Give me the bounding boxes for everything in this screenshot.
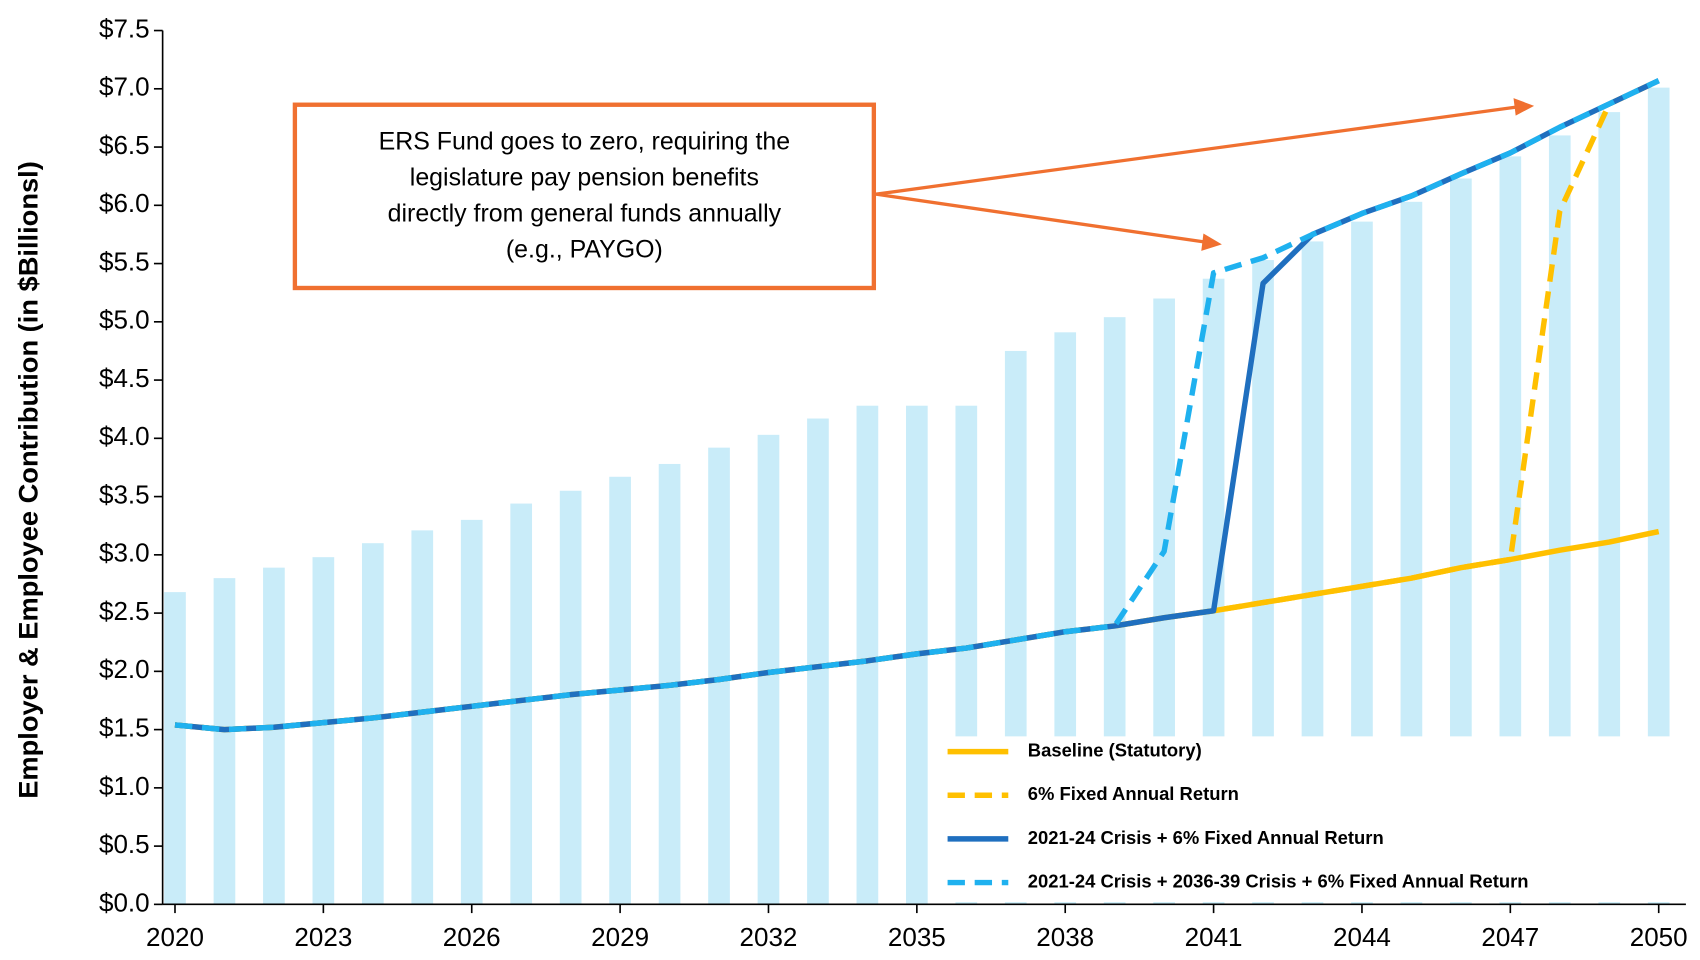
y-tick-label: $2.0 — [99, 654, 150, 684]
bar — [361, 543, 384, 905]
bar — [757, 434, 780, 905]
annotation-box — [292, 102, 877, 291]
legend-label: 6% Fixed Annual Return — [1028, 783, 1239, 804]
bar — [1351, 221, 1373, 905]
bar — [1647, 87, 1670, 905]
bar — [1450, 178, 1472, 905]
bar — [460, 519, 483, 905]
bar — [807, 418, 829, 905]
bar — [1499, 156, 1522, 905]
legend-box — [941, 736, 1684, 903]
x-tick-label: 2035 — [888, 922, 946, 952]
annotation-arrow — [875, 192, 1206, 244]
y-tick-label: $3.5 — [99, 479, 150, 509]
x-tick-label: 2038 — [1036, 922, 1094, 952]
x-tick-label: 2026 — [443, 922, 501, 952]
legend-label: Baseline (Statutory) — [1028, 739, 1202, 760]
bar — [1400, 201, 1423, 905]
x-tick-label: 2044 — [1333, 922, 1391, 952]
x-tick-label: 2050 — [1630, 922, 1688, 952]
y-tick-label: $6.5 — [99, 130, 150, 160]
bar — [708, 447, 730, 905]
x-tick-label: 2032 — [740, 922, 798, 952]
annotation-text: directly from general funds annually — [388, 199, 782, 227]
y-tick-label: $3.0 — [99, 538, 150, 568]
x-tick-label: 2020 — [146, 922, 204, 952]
y-tick-label: $4.0 — [99, 421, 150, 451]
annotation-text: (e.g., PAYGO) — [506, 235, 663, 263]
bar — [411, 530, 434, 905]
arrow-head — [1513, 98, 1535, 116]
bar — [559, 490, 582, 905]
y-tick-label: $5.5 — [99, 246, 150, 276]
bar — [164, 592, 186, 905]
x-tick-label: 2029 — [591, 922, 649, 952]
bar — [263, 567, 285, 905]
y-tick-label: $1.0 — [99, 771, 150, 801]
legend-label: 2021-24 Crisis + 6% Fixed Annual Return — [1028, 827, 1384, 848]
y-tick-label: $0.5 — [99, 829, 150, 859]
y-axis-label: Employer & Employee Contribution (in $Bi… — [13, 161, 44, 799]
y-tick-label: $1.5 — [99, 712, 150, 742]
bar — [856, 405, 879, 905]
series-line — [174, 78, 1660, 733]
bar — [1548, 135, 1571, 905]
y-tick-label: $0.0 — [99, 887, 150, 917]
annotation-text: ERS Fund goes to zero, requiring the — [379, 127, 790, 155]
annotation-arrow — [875, 105, 1519, 196]
y-tick-label: $7.0 — [99, 72, 150, 102]
legend-label: 2021-24 Crisis + 2036-39 Crisis + 6% Fix… — [1028, 870, 1529, 891]
bar — [312, 557, 335, 905]
y-tick-label: $7.5 — [99, 13, 150, 43]
bar — [213, 578, 236, 905]
y-tick-label: $5.0 — [99, 305, 150, 335]
annotation-text: legislature pay pension benefits — [410, 163, 759, 191]
y-tick-label: $6.0 — [99, 188, 150, 218]
x-tick-label: 2041 — [1185, 922, 1243, 952]
x-tick-label: 2023 — [294, 922, 352, 952]
y-tick-label: $4.5 — [99, 363, 150, 393]
y-tick-label: $2.5 — [99, 596, 150, 626]
arrow-head — [1201, 233, 1222, 251]
x-tick-label: 2047 — [1481, 922, 1539, 952]
bar — [1598, 112, 1621, 905]
bar — [510, 503, 533, 905]
